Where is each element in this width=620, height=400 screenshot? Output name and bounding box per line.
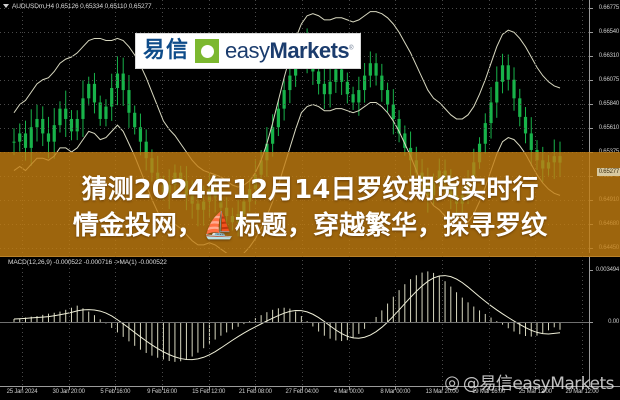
macd-axis-tick <box>590 270 593 271</box>
gridline-vertical <box>302 256 303 386</box>
gridline-vertical <box>535 256 537 386</box>
price-axis-label: 0.65840 <box>598 101 619 107</box>
gridline-vertical <box>488 0 490 253</box>
chevron-down-icon[interactable] <box>3 4 9 8</box>
time-axis-tick <box>162 387 163 390</box>
macd-axis-label: 0.003494 <box>595 267 620 273</box>
time-axis-label: 25 Jan 2024 <box>6 389 38 395</box>
time-axis-tick <box>582 387 583 390</box>
gridline-vertical <box>582 256 583 386</box>
logo-dot <box>200 44 214 58</box>
gridline-vertical <box>442 256 443 386</box>
weibo-handle: @易信easyMarkets <box>462 374 615 394</box>
time-axis-label: 15 Feb 12:00 <box>192 389 226 395</box>
article-title-line-2: 情金投网，⛵标题，穿越繁华，探寻罗纹 <box>72 211 548 241</box>
price-axis-label: 0.66540 <box>598 29 619 35</box>
macd-plot-area[interactable] <box>0 256 590 386</box>
price-axis-label: 0.66075 <box>598 77 619 83</box>
gridline-vertical <box>348 0 350 253</box>
gridline-vertical <box>162 256 163 386</box>
gridline-vertical <box>115 0 117 253</box>
time-axis-tick <box>535 387 537 390</box>
time-axis-tick <box>442 387 443 390</box>
logo-wordmark: easyMarkets® <box>225 38 354 63</box>
current-price-tag: 0.65277 <box>596 167 620 176</box>
price-axis-tick <box>590 80 593 81</box>
price-axis-label: 0.65610 <box>598 125 619 131</box>
gridline-horizontal <box>0 104 590 105</box>
gridline-vertical <box>255 256 257 386</box>
time-axis-label: 8 Mar 00:00 <box>380 389 411 395</box>
time-axis-tick <box>348 387 350 390</box>
gridline-vertical <box>208 0 210 253</box>
gridline-vertical <box>68 0 70 253</box>
time-axis-label: 27 Feb 04:00 <box>285 389 319 395</box>
gridline-vertical <box>395 0 397 253</box>
gridline-vertical <box>395 256 397 386</box>
time-axis-label: 19 Mar 16:00 <box>472 389 506 395</box>
macd-indicator-panel[interactable]: 0.003494 0.00 MACD(12,26,9) -0.000522 -0.… <box>0 256 620 386</box>
macd-axis[interactable]: 0.003494 0.00 <box>589 256 620 386</box>
symbol-readout: AUDUSDm,H4 0.65126 0.65334 0.65110 0.652… <box>12 3 152 10</box>
macd-axis-label: 0.00 <box>608 319 619 325</box>
time-axis-tick <box>208 387 210 390</box>
macd-readout: MACD(12,26,9) -0.000522 -0.000716 ->MA(1… <box>8 259 167 266</box>
time-axis-label: 21 Feb 08:00 <box>238 389 272 395</box>
gridline-vertical <box>488 256 490 386</box>
time-axis-tick <box>255 387 257 390</box>
macd-axis-tick <box>590 322 593 323</box>
gridline-vertical <box>68 256 70 386</box>
time-axis-label: 30 Jan 20:00 <box>52 389 85 395</box>
time-axis-tick <box>395 387 397 390</box>
time-axis-label: 13 Mar 20:00 <box>425 389 459 395</box>
gridline-horizontal <box>0 32 590 33</box>
gridline-vertical <box>22 256 23 386</box>
gridline-vertical <box>22 0 23 253</box>
weibo-watermark: ◎ @易信easyMarkets <box>444 369 615 395</box>
time-axis-label: 29 Mar 12:00 <box>565 389 599 395</box>
price-axis-tick <box>590 32 593 33</box>
price-axis-label: 0.66310 <box>598 53 619 59</box>
title-overlay-band <box>0 152 620 257</box>
gridline-vertical <box>582 0 583 253</box>
gridline-vertical <box>255 0 257 253</box>
time-axis-tick <box>488 387 490 390</box>
time-axis-tick <box>302 387 303 390</box>
logo-wordmark-suffix: Markets <box>269 38 350 63</box>
time-axis[interactable]: 25 Jan 2024 30 Jan 20:00 5 Feb 16:00 9 Feb … <box>0 386 620 400</box>
easymarkets-logo: 易信 easyMarkets® <box>135 33 362 69</box>
time-axis-tick <box>22 387 23 390</box>
macd-zero-line <box>0 322 590 323</box>
gridline-vertical <box>302 0 303 253</box>
registered-mark: ® <box>349 45 354 52</box>
article-title: 猜测2024年12月14日罗纹期货实时行 情金投网，⛵标题，穿越繁华，探寻罗纹 <box>0 160 620 256</box>
time-axis-label: 9 Feb 16:00 <box>147 389 177 395</box>
time-axis-label: 4 Mar 00:00 <box>333 389 364 395</box>
time-axis-tick <box>115 387 117 390</box>
macd-histogram-svg <box>13 271 561 362</box>
weibo-icon: ◎ <box>444 371 460 392</box>
time-axis-tick <box>68 387 70 390</box>
logo-chinese-name: 易信 <box>143 38 190 63</box>
gridline-vertical <box>442 0 443 253</box>
green-circle-mark-icon <box>195 39 220 63</box>
time-axis-label: 25 Mar 12:00 <box>518 389 552 395</box>
gridline-vertical <box>348 256 350 386</box>
article-title-line-1: 猜测2024年12月14日罗纹期货实时行 <box>81 174 539 205</box>
gridline-horizontal <box>0 128 590 129</box>
price-axis-tick <box>590 8 593 9</box>
price-axis-tick <box>590 128 593 129</box>
price-axis-tick <box>590 56 593 57</box>
gridline-horizontal <box>0 8 590 9</box>
gridline-vertical <box>162 0 163 253</box>
price-axis-label: 0.66775 <box>598 5 619 11</box>
time-axis-label: 5 Feb 16:00 <box>100 389 131 395</box>
gridline-horizontal <box>0 80 590 81</box>
gridline-vertical <box>535 0 537 253</box>
price-axis-tick <box>590 104 593 105</box>
gridline-vertical <box>115 256 117 386</box>
gridline-vertical <box>208 256 210 386</box>
logo-wordmark-prefix: easy <box>225 38 270 63</box>
